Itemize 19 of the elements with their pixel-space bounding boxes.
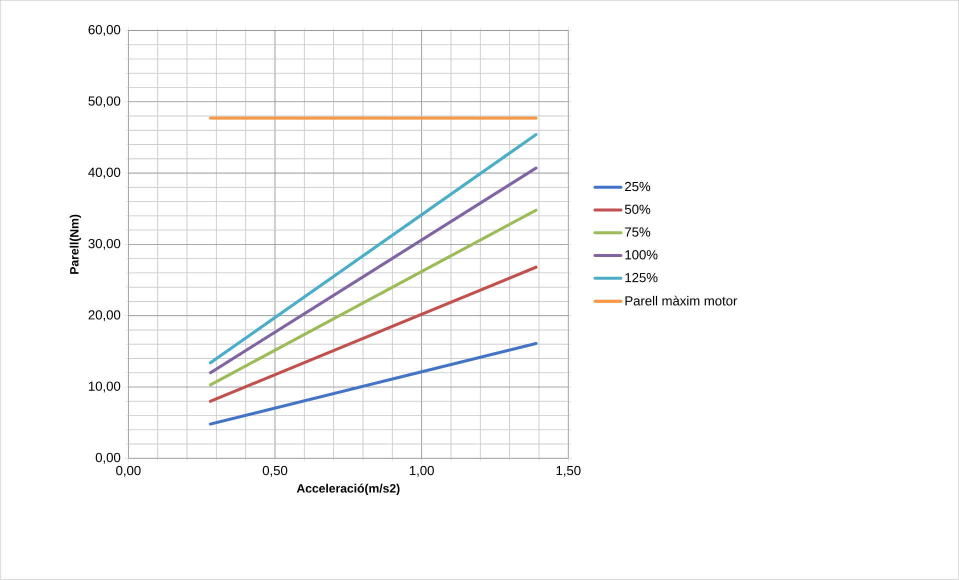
legend-label: 25%: [625, 182, 650, 192]
legend-label: Parell màxim motor: [625, 296, 738, 306]
y-tick-label: 20,00: [88, 310, 120, 322]
y-tick-label: 30,00: [88, 239, 120, 250]
x-tick-label: 1,50: [556, 466, 581, 477]
y-tick-label: 40,00: [88, 168, 120, 179]
legend-label: 50%: [624, 204, 650, 214]
legend-label: 100%: [625, 250, 658, 260]
y-axis-title: Parell(Nm): [70, 214, 82, 274]
y-tick-label: 10,00: [88, 382, 120, 393]
x-tick-label: 0,50: [262, 466, 288, 477]
x-axis-title: Acceleració(m/s2): [296, 484, 400, 496]
legend-label: 75%: [625, 228, 650, 237]
y-tick-label: 50,00: [88, 96, 120, 108]
x-tick-label: 1,00: [410, 466, 434, 477]
x-tick-label: 0,00: [116, 466, 141, 477]
legend-label: 125%: [625, 273, 658, 282]
y-tick-label: 60,00: [88, 25, 120, 36]
y-tick-label: 0,00: [96, 453, 120, 464]
